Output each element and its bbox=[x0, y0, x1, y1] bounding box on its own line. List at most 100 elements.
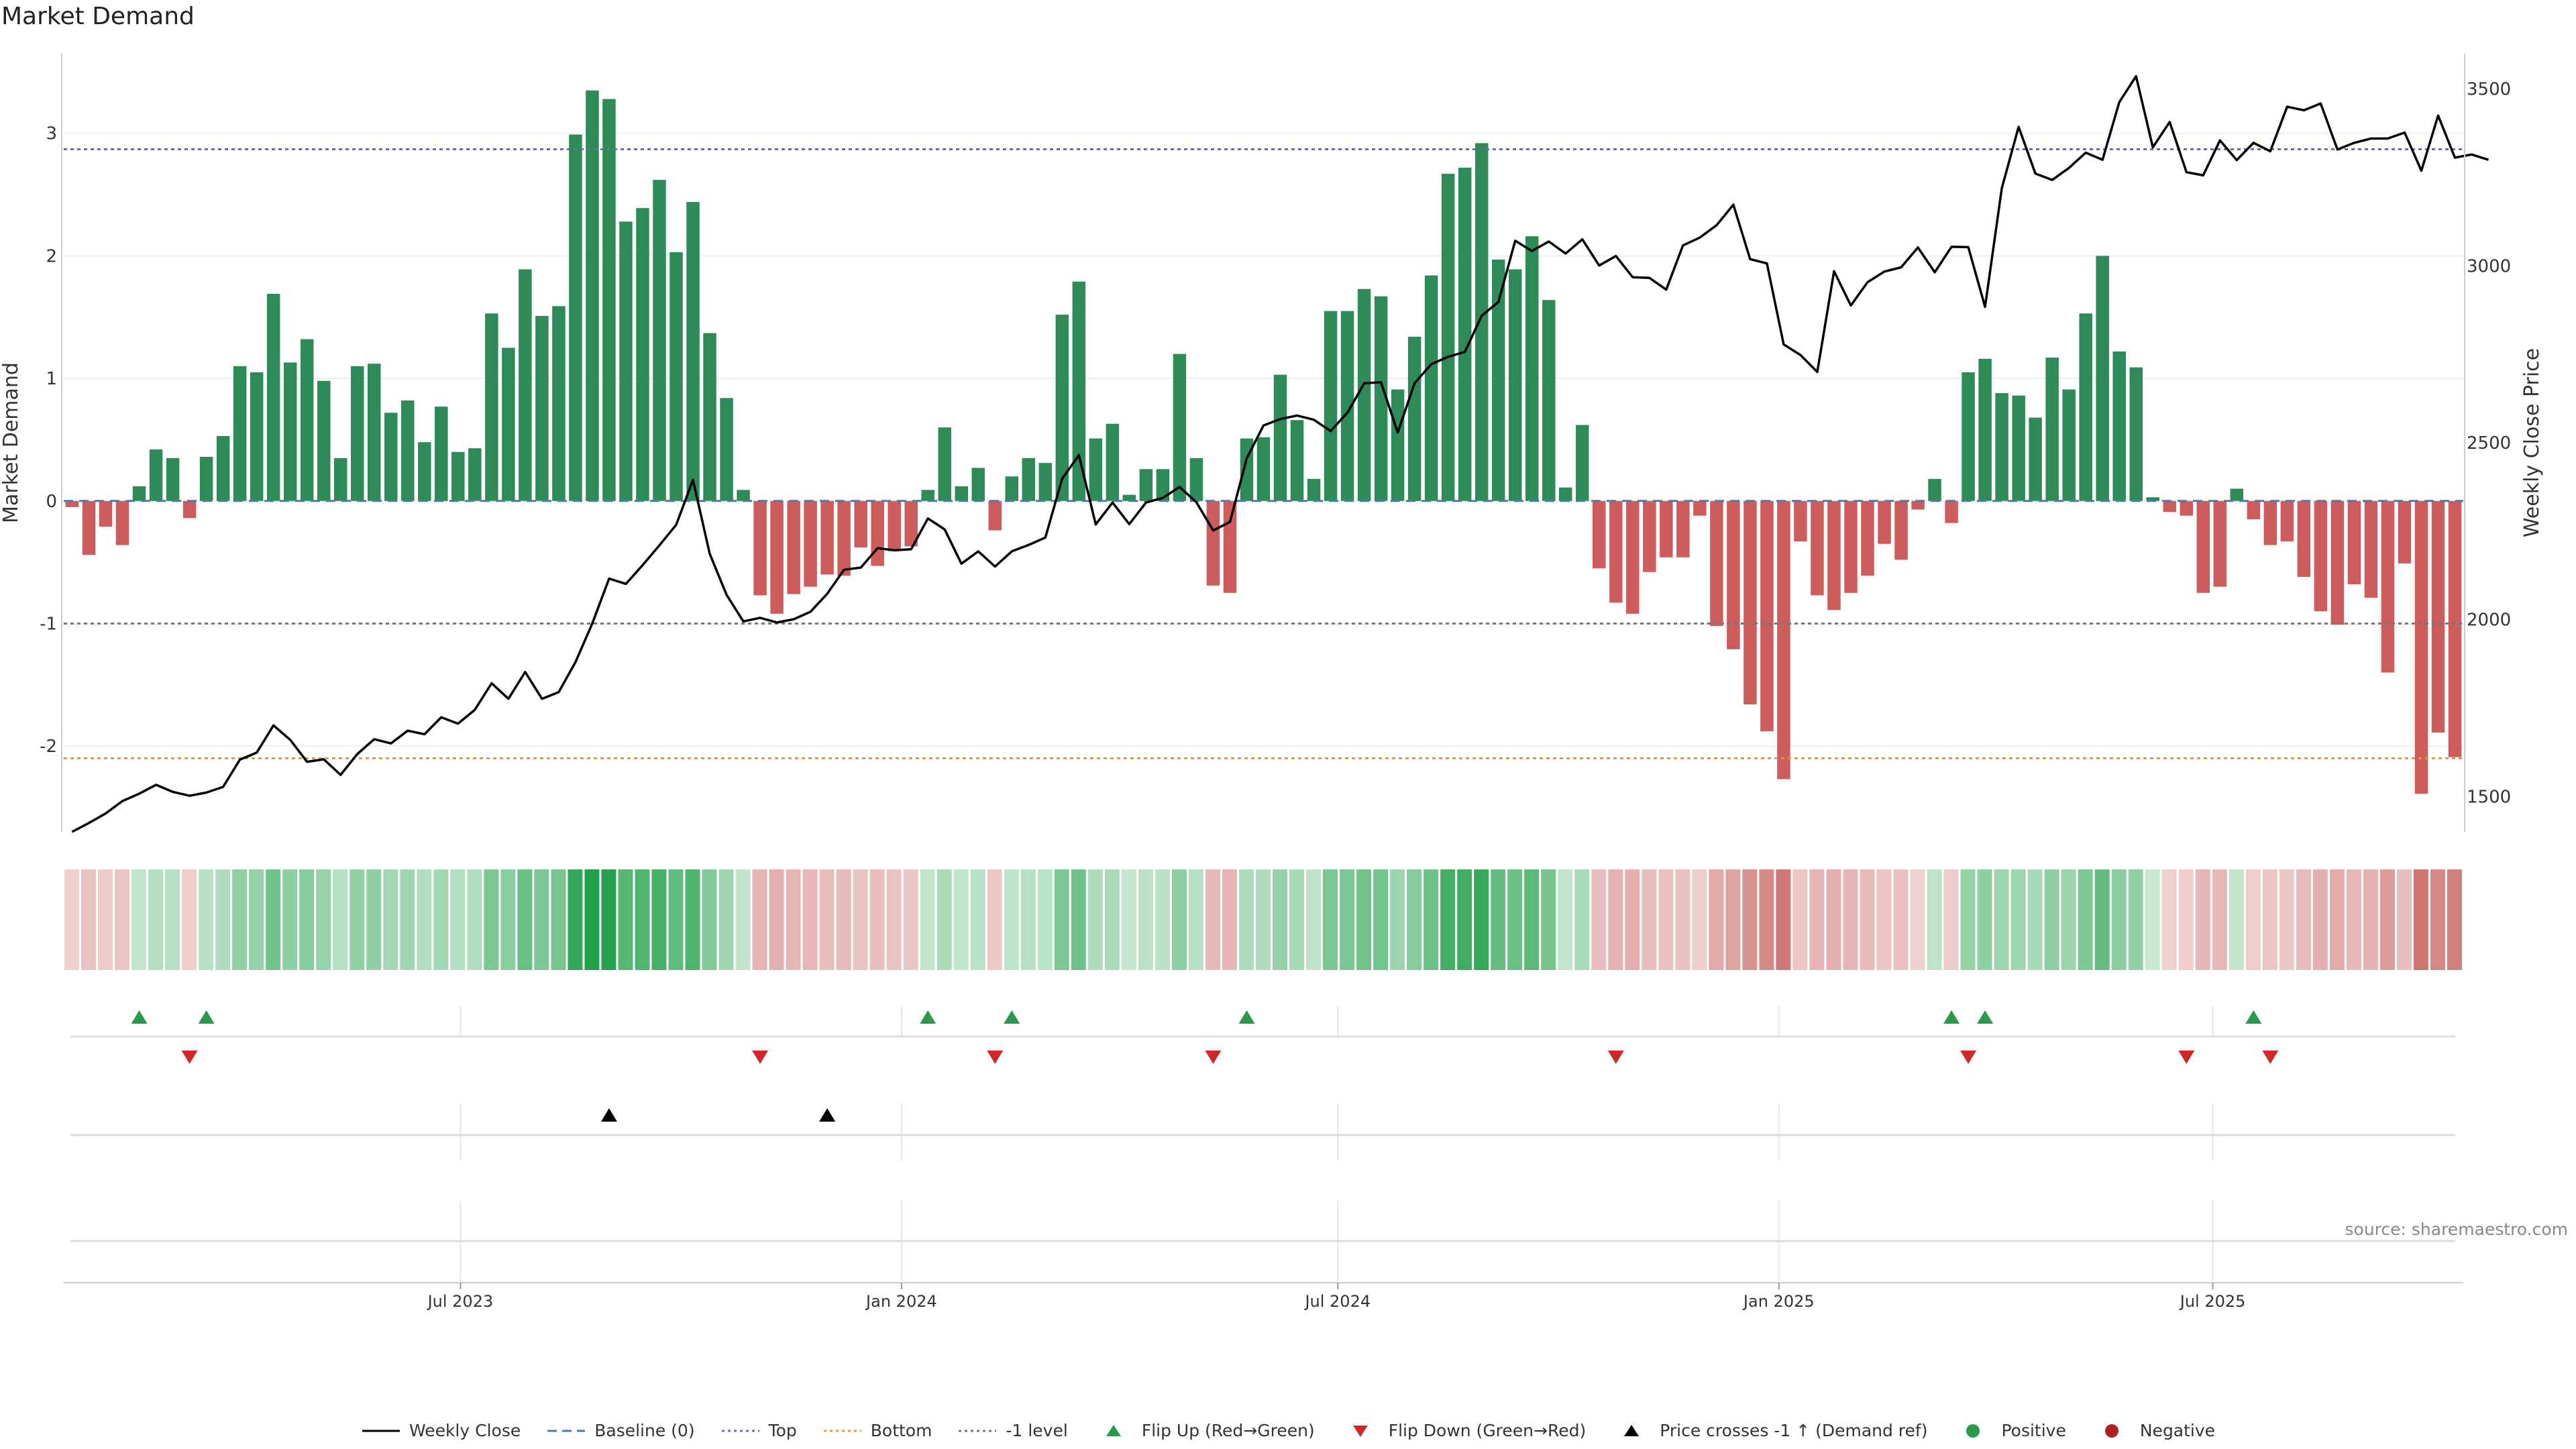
demand-bar bbox=[1256, 437, 1271, 501]
heat-cell bbox=[1474, 869, 1489, 970]
demand-bar bbox=[1978, 358, 1992, 501]
heat-cell bbox=[685, 869, 700, 970]
demand-bar bbox=[519, 269, 532, 501]
heat-cell bbox=[450, 869, 466, 970]
heat-cell bbox=[1289, 869, 1305, 970]
heat-cell bbox=[584, 869, 600, 970]
demand-bar bbox=[1441, 174, 1455, 501]
right-y-tick-label: 3000 bbox=[2467, 256, 2511, 276]
demand-bar bbox=[1676, 500, 1690, 557]
flip-down-marker bbox=[1205, 1051, 1222, 1064]
heat-cell bbox=[1860, 869, 1875, 970]
demand-bar bbox=[938, 427, 951, 501]
demand-bar bbox=[468, 448, 482, 501]
flip-down-marker bbox=[2262, 1051, 2279, 1064]
weekly-close-line bbox=[71, 74, 2489, 833]
heat-cell bbox=[702, 869, 717, 970]
demand-bar bbox=[2314, 500, 2328, 612]
flip-up-marker bbox=[1004, 1010, 1020, 1024]
demand-bar bbox=[921, 490, 934, 501]
heat-cell bbox=[551, 869, 566, 970]
chart-legend: Weekly Close Baseline (0) Top Bottom -1 leve… bbox=[0, 1421, 2576, 1440]
signal-markers bbox=[131, 1010, 2279, 1122]
heat-cell bbox=[1960, 869, 1976, 970]
heat-cell bbox=[232, 869, 248, 970]
x-tick-label: Jul 2025 bbox=[2179, 1292, 2246, 1311]
demand-bar bbox=[233, 366, 247, 501]
demand-bar bbox=[1508, 269, 1522, 501]
legend-dot-swatch bbox=[2104, 1424, 2118, 1438]
legend-label: Top bbox=[768, 1421, 797, 1440]
demand-bar bbox=[1777, 500, 1790, 780]
heat-cell bbox=[869, 869, 885, 970]
heat-cell bbox=[752, 869, 767, 970]
left-y-axis-label: Market Demand bbox=[0, 362, 23, 523]
heat-cell bbox=[1071, 869, 1086, 970]
heat-cell bbox=[1424, 869, 1439, 970]
legend-key-icon bbox=[362, 1430, 400, 1432]
reference-levels bbox=[64, 148, 2463, 759]
heat-cell bbox=[2245, 869, 2261, 970]
demand-bar bbox=[1945, 500, 1958, 523]
demand-bar bbox=[1189, 458, 1203, 501]
heat-cell bbox=[1725, 869, 1741, 970]
legend-item: Weekly Close bbox=[361, 1421, 521, 1440]
demand-bar bbox=[1626, 500, 1640, 614]
heat-cell bbox=[2195, 869, 2210, 970]
heat-cell bbox=[618, 869, 633, 970]
heat-cell bbox=[802, 869, 818, 970]
source-credit: source: sharemaestro.com bbox=[2345, 1220, 2569, 1239]
demand-bar bbox=[2096, 256, 2109, 501]
demand-bar bbox=[1844, 500, 1858, 593]
heat-cell bbox=[1205, 869, 1220, 970]
demand-bar bbox=[1542, 300, 1556, 501]
legend-key-icon bbox=[1966, 1424, 1980, 1438]
legend-item: Price crosses -1 ↑ (Demand ref) bbox=[1611, 1421, 1927, 1440]
legend-triangle-up-swatch bbox=[1106, 1424, 1121, 1436]
heat-cell bbox=[299, 869, 315, 970]
legend-item: Flip Up (Red→Green) bbox=[1093, 1421, 1315, 1440]
demand-bar bbox=[1727, 500, 1740, 649]
demand-bar bbox=[502, 347, 515, 501]
heat-cell bbox=[1591, 869, 1607, 970]
heat-cell bbox=[2430, 869, 2445, 970]
demand-bar bbox=[2381, 500, 2395, 673]
legend-key-icon bbox=[1352, 1425, 1368, 1437]
demand-bar bbox=[317, 380, 331, 501]
heat-cell bbox=[1524, 869, 1540, 970]
demand-bar bbox=[955, 486, 969, 501]
heat-cell bbox=[970, 869, 985, 970]
demand-bar bbox=[703, 333, 716, 501]
demand-bar bbox=[216, 435, 230, 501]
demand-bar bbox=[65, 500, 79, 507]
heat-cell bbox=[131, 869, 147, 970]
heat-cell bbox=[1323, 869, 1338, 970]
heat-cell bbox=[98, 869, 113, 970]
demand-bar bbox=[435, 407, 448, 501]
legend-key-icon bbox=[1106, 1424, 1121, 1436]
heat-cell bbox=[148, 869, 164, 970]
demand-bar bbox=[2263, 500, 2277, 545]
demand-bar bbox=[1760, 500, 1774, 732]
demand-bar bbox=[1072, 281, 1086, 501]
heat-cell bbox=[400, 869, 415, 970]
demand-bar bbox=[368, 364, 381, 501]
heat-cell bbox=[601, 869, 616, 970]
demand-bars bbox=[65, 90, 2462, 794]
demand-bar bbox=[1173, 354, 1187, 501]
legend-label: Price crosses -1 ↑ (Demand ref) bbox=[1660, 1421, 1928, 1440]
legend-key-icon bbox=[823, 1430, 861, 1432]
x-tick-label: Jan 2025 bbox=[1742, 1292, 1815, 1311]
left-y-tick-label: 1 bbox=[46, 369, 57, 389]
heat-cell bbox=[1222, 869, 1237, 970]
demand-bar bbox=[569, 134, 582, 501]
heat-cell bbox=[1608, 869, 1623, 970]
heat-cell bbox=[718, 869, 734, 970]
heat-cell bbox=[517, 869, 533, 970]
demand-bar bbox=[888, 500, 901, 551]
demand-bar bbox=[418, 442, 431, 501]
legend-item: Positive bbox=[1953, 1421, 2066, 1440]
demand-bar bbox=[669, 252, 683, 501]
heat-cell bbox=[433, 869, 449, 970]
heat-cell bbox=[2027, 869, 2043, 970]
